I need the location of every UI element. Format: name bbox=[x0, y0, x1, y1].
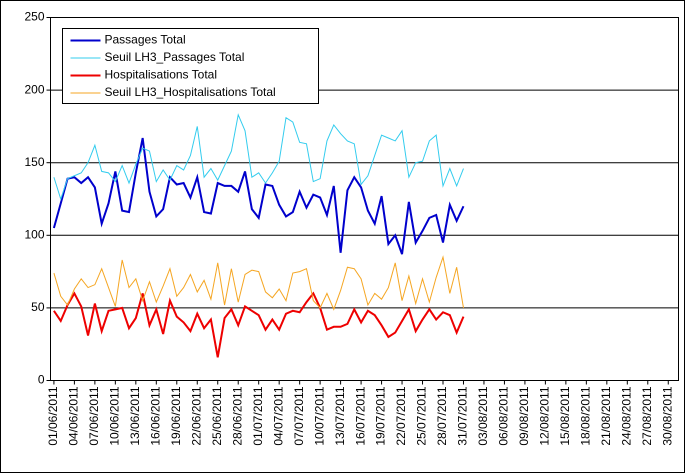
legend-label: Seuil LH3_Passages Total bbox=[105, 50, 245, 64]
series-line bbox=[53, 113, 464, 201]
x-tick-label: 22/07/2011 bbox=[394, 386, 408, 445]
x-tick-label: 21/08/2011 bbox=[599, 386, 613, 445]
x-tick-label: 03/08/2011 bbox=[476, 386, 490, 445]
x-tick-label: 30/08/2011 bbox=[660, 386, 674, 445]
y-tick-label: 100 bbox=[24, 227, 44, 241]
x-tick-label: 16/07/2011 bbox=[353, 386, 367, 445]
legend-label: Seuil LH3_Hospitalisations Total bbox=[105, 85, 276, 99]
x-tick-label: 01/06/2011 bbox=[46, 386, 60, 445]
x-tick-label: 27/08/2011 bbox=[640, 386, 654, 445]
x-tick-label: 31/07/2011 bbox=[456, 386, 470, 445]
y-tick-label: 150 bbox=[24, 155, 44, 169]
y-tick-label: 0 bbox=[38, 373, 45, 387]
series-line bbox=[53, 255, 464, 311]
x-tick-label: 07/06/2011 bbox=[87, 386, 101, 445]
y-tick-label: 50 bbox=[31, 300, 45, 314]
series-line bbox=[53, 291, 465, 358]
x-tick-label: 06/08/2011 bbox=[497, 386, 511, 445]
x-tick-label: 25/06/2011 bbox=[210, 386, 224, 445]
x-tick-label: 22/06/2011 bbox=[189, 386, 203, 445]
x-tick-label: 25/07/2011 bbox=[415, 386, 429, 445]
x-tick-label: 07/07/2011 bbox=[292, 386, 306, 445]
y-tick-label: 200 bbox=[24, 82, 44, 96]
x-tick-label: 12/08/2011 bbox=[538, 386, 552, 445]
x-tick-label: 01/07/2011 bbox=[251, 386, 265, 445]
x-tick-label: 15/08/2011 bbox=[558, 386, 572, 445]
x-tick-label: 19/07/2011 bbox=[374, 386, 388, 445]
legend-label: Passages Total bbox=[105, 33, 186, 47]
x-tick-label: 10/06/2011 bbox=[108, 386, 122, 445]
x-tick-label: 16/06/2011 bbox=[148, 386, 162, 445]
x-tick-label: 04/06/2011 bbox=[67, 386, 81, 445]
x-tick-label: 24/08/2011 bbox=[619, 386, 633, 445]
x-tick-label: 13/07/2011 bbox=[333, 386, 347, 445]
series-line bbox=[52, 137, 465, 255]
x-tick-label: 28/06/2011 bbox=[230, 386, 244, 445]
x-tick-label: 28/07/2011 bbox=[435, 386, 449, 445]
legend-box bbox=[62, 28, 319, 104]
x-tick-label: 10/07/2011 bbox=[312, 386, 326, 445]
x-tick-label: 19/06/2011 bbox=[169, 386, 183, 445]
x-tick-label: 13/06/2011 bbox=[128, 386, 142, 445]
legend-label: Hospitalisations Total bbox=[105, 68, 218, 82]
x-tick-label: 18/08/2011 bbox=[579, 386, 593, 445]
y-tick-label: 250 bbox=[24, 10, 44, 24]
x-tick-label: 04/07/2011 bbox=[271, 386, 285, 445]
x-tick-label: 09/08/2011 bbox=[517, 386, 531, 445]
